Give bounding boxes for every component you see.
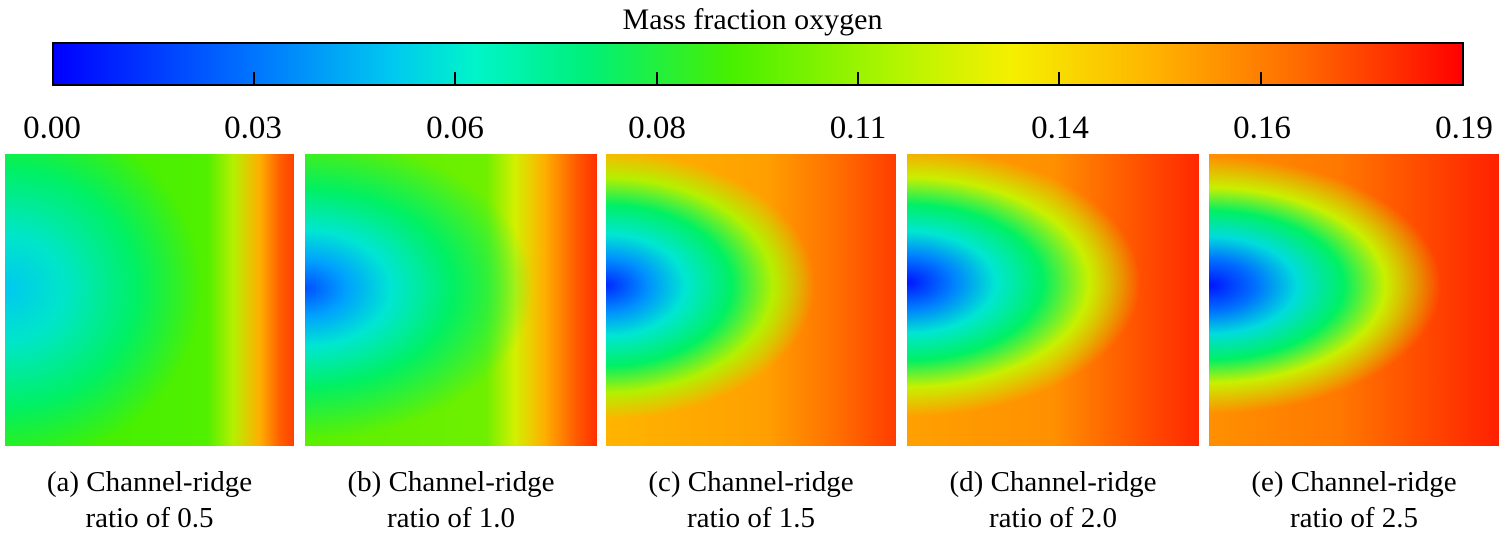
caption-line2: ratio of 2.5 [1289, 502, 1419, 534]
contour-panel-b [305, 154, 597, 446]
colorbar-tick [454, 72, 457, 84]
colorbar-tick [856, 72, 859, 84]
caption-a: (a) Channel-ridge ratio of 0.5 [5, 464, 294, 536]
caption-line1: (c) Channel-ridge [648, 466, 854, 498]
colorbar-tick-label: 0.11 [829, 110, 887, 146]
caption-d: (d) Channel-ridge ratio of 2.0 [907, 464, 1199, 536]
colorbar [52, 42, 1464, 86]
colorbar-tick-label: 0.06 [426, 110, 484, 146]
caption-b: (b) Channel-ridge ratio of 1.0 [305, 464, 597, 536]
caption-line2: ratio of 1.5 [686, 502, 816, 534]
caption-c: (c) Channel-ridge ratio of 1.5 [606, 464, 896, 536]
colorbar-tick-label: 0.19 [1435, 110, 1493, 146]
colorbar-title: Mass fraction oxygen [622, 3, 883, 36]
colorbar-tick [1259, 72, 1262, 84]
colorbar-tick-label: 0.00 [23, 110, 81, 146]
caption-line1: (b) Channel-ridge [347, 466, 555, 498]
contour-panel-d [907, 154, 1199, 446]
caption-e: (e) Channel-ridge ratio of 2.5 [1209, 464, 1499, 536]
contour-panel-c [606, 154, 896, 446]
caption-line1: (d) Channel-ridge [949, 466, 1157, 498]
caption-line2: ratio of 0.5 [85, 502, 214, 534]
caption-line1: (a) Channel-ridge [46, 466, 253, 498]
caption-line2: ratio of 1.0 [386, 502, 516, 534]
colorbar-tick-label: 0.08 [628, 110, 686, 146]
contour-panel-a [5, 154, 294, 446]
colorbar-tick [655, 72, 658, 84]
caption-line1: (e) Channel-ridge [1251, 466, 1457, 498]
contour-panel-e [1209, 154, 1499, 446]
colorbar-tick [252, 72, 255, 84]
colorbar-tick [1058, 72, 1061, 84]
colorbar-tick-label: 0.03 [224, 110, 282, 146]
colorbar-tick-label: 0.16 [1233, 110, 1291, 146]
caption-line2: ratio of 2.0 [988, 502, 1118, 534]
colorbar-tick-label: 0.14 [1031, 110, 1089, 146]
